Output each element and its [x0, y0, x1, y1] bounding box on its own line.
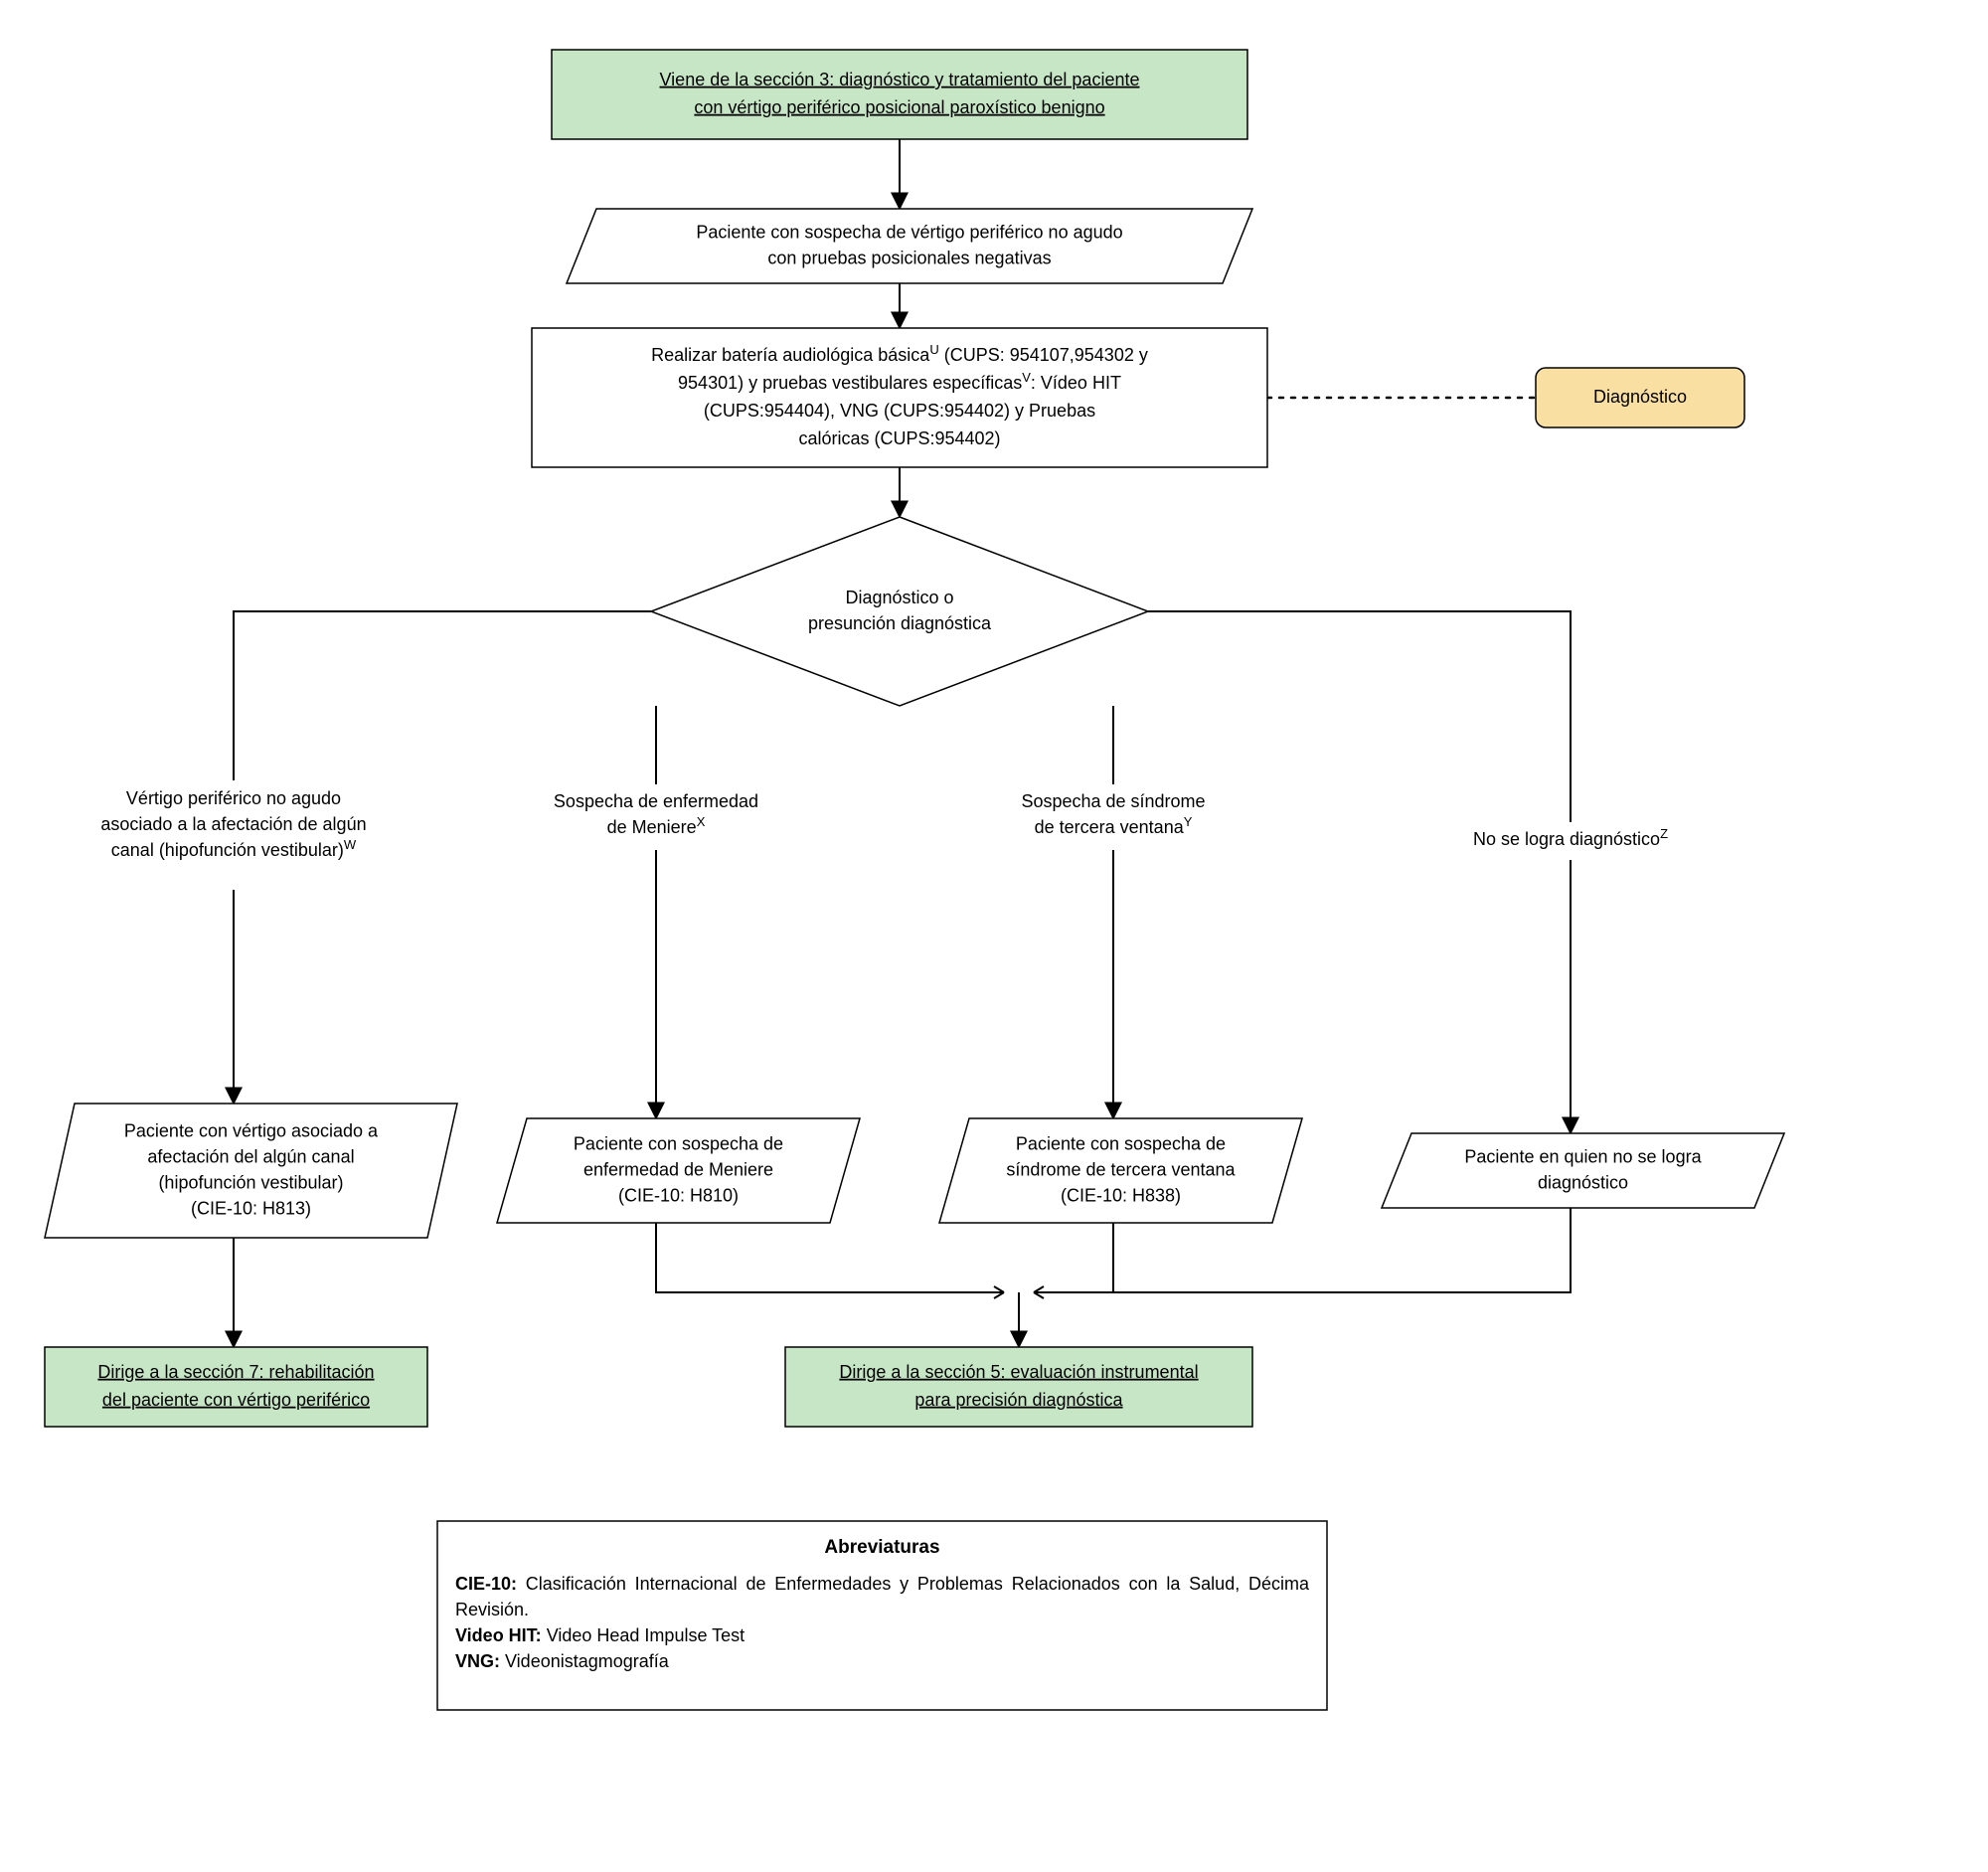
node-decision	[651, 517, 1148, 706]
svg-text:canal (hipofunción vestibular): canal (hipofunción vestibular)W	[111, 837, 357, 860]
svg-text:No se logra diagnósticoZ: No se logra diagnósticoZ	[1473, 826, 1668, 849]
svg-text:enfermedad de Meniere: enfermedad de Meniere	[583, 1159, 773, 1179]
svg-text:Diagnóstico: Diagnóstico	[1593, 387, 1687, 407]
node-suspect	[567, 209, 1252, 283]
svg-text:Sospecha de síndrome: Sospecha de síndrome	[1021, 791, 1205, 811]
svg-text:Paciente con sospecha de: Paciente con sospecha de	[574, 1133, 783, 1153]
svg-text:954301) y pruebas vestibulares: 954301) y pruebas vestibulares específic…	[678, 370, 1121, 393]
node-start	[552, 50, 1247, 139]
svg-text:Realizar batería audiológica b: Realizar batería audiológica básicaU (CU…	[651, 342, 1148, 365]
node-out_d	[1382, 1133, 1784, 1208]
svg-text:(CUPS:954404), VNG (CUPS:95440: (CUPS:954404), VNG (CUPS:954402) y Prueb…	[704, 401, 1095, 421]
svg-text:Abreviaturas: Abreviaturas	[824, 1537, 939, 1558]
svg-text:(hipofunción vestibular): (hipofunción vestibular)	[158, 1172, 343, 1192]
svg-text:(CIE-10: H813): (CIE-10: H813)	[191, 1198, 311, 1218]
svg-text:Sospecha de enfermedad: Sospecha de enfermedad	[554, 791, 758, 811]
svg-text:Paciente con sospecha de vérti: Paciente con sospecha de vértigo perifér…	[696, 222, 1122, 242]
svg-text:con pruebas posicionales negat: con pruebas posicionales negativas	[767, 248, 1051, 267]
svg-text:Diagnóstico o: Diagnóstico o	[845, 588, 953, 607]
svg-text:(CIE-10: H838): (CIE-10: H838)	[1061, 1185, 1181, 1205]
svg-text:calóricas (CUPS:954402): calóricas (CUPS:954402)	[798, 428, 1000, 448]
svg-text:Viene de la sección 3: diagnós: Viene de la sección 3: diagnóstico y tra…	[660, 70, 1140, 89]
svg-text:presunción diagnóstica: presunción diagnóstica	[808, 613, 992, 633]
svg-text:Paciente en quien no se logra: Paciente en quien no se logra	[1464, 1146, 1702, 1166]
svg-text:de MeniereX: de MeniereX	[607, 814, 706, 837]
svg-text:Dirige a la sección 5: evaluac: Dirige a la sección 5: evaluación instru…	[839, 1362, 1198, 1382]
svg-text:Vértigo periférico no agudo: Vértigo periférico no agudo	[126, 788, 341, 808]
svg-text:para precisión diagnóstica: para precisión diagnóstica	[914, 1390, 1123, 1410]
svg-text:con vértigo periférico posicio: con vértigo periférico posicional paroxí…	[694, 97, 1104, 117]
svg-text:Paciente con vértigo asociado: Paciente con vértigo asociado a	[124, 1120, 379, 1140]
svg-text:Paciente con sospecha de: Paciente con sospecha de	[1016, 1133, 1226, 1153]
svg-text:del paciente con vértigo perif: del paciente con vértigo periférico	[102, 1390, 370, 1410]
svg-text:(CIE-10: H810): (CIE-10: H810)	[618, 1185, 739, 1205]
node-end_b	[785, 1347, 1252, 1427]
svg-text:asociado a la afectación de al: asociado a la afectación de algún	[100, 814, 366, 834]
svg-text:diagnóstico: diagnóstico	[1538, 1172, 1628, 1192]
node-end_a	[45, 1347, 427, 1427]
flowchart-canvas: AbreviaturasCIE-10: Clasificación Intern…	[0, 0, 1988, 1872]
svg-text:síndrome de tercera ventana: síndrome de tercera ventana	[1006, 1159, 1236, 1179]
svg-text:de tercera ventanaY: de tercera ventanaY	[1035, 814, 1193, 837]
svg-text:Dirige a la sección 7: rehabil: Dirige a la sección 7: rehabilitación	[97, 1362, 374, 1382]
svg-text:afectación del algún canal: afectación del algún canal	[147, 1146, 354, 1166]
node-abbr: AbreviaturasCIE-10: Clasificación Intern…	[437, 1521, 1327, 1710]
